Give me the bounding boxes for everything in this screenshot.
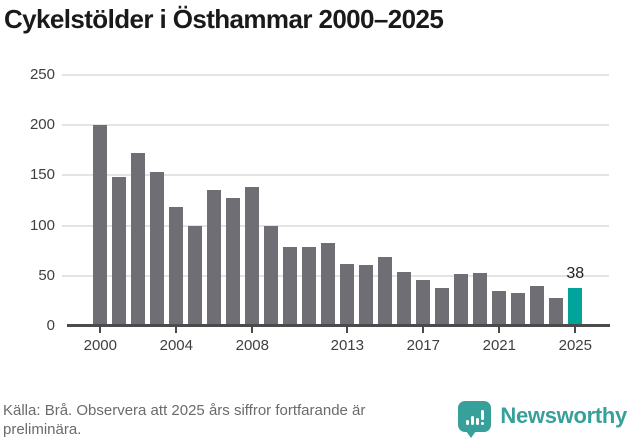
bar-2017 — [416, 279, 431, 326]
bar-2000 — [93, 125, 108, 326]
x-axis-label-2025: 2025 — [558, 337, 592, 354]
gridline-250 — [62, 74, 609, 76]
bar-2015 — [378, 256, 393, 326]
logo-bar-medium — [470, 415, 474, 425]
bar-2019 — [454, 273, 469, 326]
bar-2010 — [283, 246, 298, 326]
bar-2022 — [511, 292, 526, 326]
bar-2005 — [188, 225, 203, 326]
x-axis-label-2017: 2017 — [406, 337, 440, 354]
x-axis-tick-2008 — [251, 327, 254, 333]
highlighted-bar-2025 — [568, 287, 583, 326]
x-axis-label-2004: 2004 — [159, 337, 193, 354]
bar-2001 — [112, 177, 127, 326]
y-axis-label-50: 50 — [38, 266, 55, 284]
bar-2013 — [340, 263, 355, 326]
x-axis-line — [67, 324, 610, 327]
x-axis-label-2021: 2021 — [482, 337, 516, 354]
x-axis-tick-2017 — [422, 327, 425, 333]
source-note: Källa: Brå. Observera att 2025 års siffr… — [3, 402, 366, 438]
logo-bar-small — [465, 419, 469, 425]
y-axis-label-250: 250 — [29, 66, 55, 83]
brand-name: Newsworthy — [500, 403, 627, 428]
bar-value-label: 38 — [566, 264, 585, 282]
bar-2016 — [397, 271, 412, 326]
gridline-150 — [62, 174, 609, 177]
bar-2002 — [131, 153, 146, 326]
y-axis-label-0: 0 — [46, 317, 55, 334]
x-axis-tick-2021 — [498, 327, 501, 333]
bar-2021 — [492, 290, 507, 326]
newsworthy-branding: Newsworthy — [458, 398, 627, 438]
x-axis-label-2000: 2000 — [83, 337, 117, 354]
bar-2004 — [169, 206, 184, 326]
bar-2018 — [435, 287, 450, 326]
bar-2014 — [359, 264, 374, 326]
bar-2012 — [321, 242, 336, 326]
bar-2008 — [245, 187, 260, 326]
bar-2003 — [150, 172, 165, 326]
x-axis-tick-2000 — [99, 327, 102, 333]
bar-2009 — [264, 225, 279, 326]
logo-exclamation — [480, 409, 484, 425]
y-axis-label-200: 200 — [29, 116, 55, 134]
x-axis-tick-2025 — [574, 327, 577, 333]
x-axis-tick-2004 — [175, 327, 178, 333]
gridline-50 — [62, 274, 609, 277]
gridline-200 — [62, 124, 609, 127]
bar-2006 — [207, 190, 222, 326]
bar-2023 — [530, 285, 545, 326]
x-axis-label-2013: 2013 — [330, 337, 364, 354]
bar-2007 — [226, 198, 241, 326]
x-axis-tick-2013 — [346, 327, 349, 333]
logo-bar-large — [475, 417, 479, 425]
bar-chart-speech-bubble-icon — [458, 400, 492, 438]
y-axis-label-150: 150 — [29, 166, 55, 184]
gridline-100 — [62, 224, 609, 227]
y-axis-label-100: 100 — [29, 216, 55, 234]
speech-bubble-tail — [466, 430, 477, 438]
bar-2020 — [473, 272, 488, 326]
chart-title: Cykelstölder i Östhammar 2000–2025 — [4, 4, 444, 34]
x-axis-label-2008: 2008 — [235, 337, 269, 354]
bar-2024 — [549, 297, 564, 326]
bar-2011 — [302, 246, 317, 326]
